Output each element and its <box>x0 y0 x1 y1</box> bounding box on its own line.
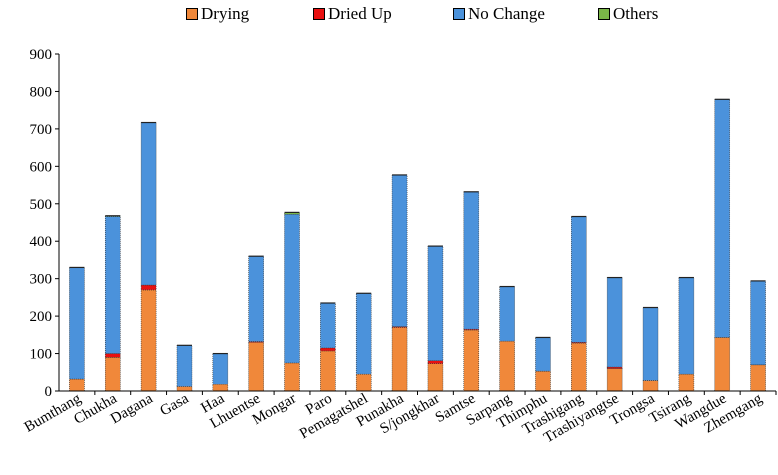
bar-segment-thimphu-drying <box>535 370 551 392</box>
bar-segment-samtse-drying <box>463 329 480 392</box>
bar-segment-trashiyangtse-dried-up <box>606 366 623 369</box>
bar-segment-pemagatshel-drying <box>355 373 372 392</box>
bar-segment-trashigang-no-change <box>571 216 587 343</box>
y-axis: 0 100 200 300 400 500 600 700 800 900 <box>30 47 60 400</box>
bar-segment-lhuentse-drying <box>248 342 264 392</box>
bar-segment-wangdue-drying <box>714 337 731 392</box>
bars-group <box>69 98 766 392</box>
bar-segment-punakha-no-change <box>391 174 408 327</box>
bar-segment-sarpang-drying <box>499 340 515 392</box>
legend-swatch-others <box>598 8 610 20</box>
bar-segment-lhuentse-dried-up <box>248 341 264 343</box>
bar-segment-dagana-no-change <box>140 122 157 286</box>
legend-item-drying[interactable]: Drying <box>186 4 249 24</box>
bar-segment-tsirang-no-change <box>678 277 695 375</box>
bar-segment-sarpang-no-change <box>499 286 515 342</box>
y-tick-label: 200 <box>30 309 53 325</box>
bar-segment-tsirang-drying <box>678 373 695 392</box>
bar-segment-chukha-no-change <box>104 215 121 354</box>
bar-segment-gasa-drying <box>176 386 193 392</box>
bar-segment-lhuentse-no-change <box>248 255 264 342</box>
y-tick-label: 0 <box>45 384 53 400</box>
y-tick-label: 900 <box>30 47 53 63</box>
legend-swatch-drying <box>186 8 198 20</box>
bar-segment-haa-drying <box>212 383 229 392</box>
bar-segment-samtse-no-change <box>463 191 480 330</box>
bar-segment-trashigang-dried-up <box>571 342 587 344</box>
legend-swatch-no-change <box>453 8 465 20</box>
x-tick-label-dagana: Dagana <box>108 390 156 427</box>
y-tick-label: 300 <box>30 272 53 288</box>
chart-legend: Drying Dried Up No Change Others <box>0 4 778 24</box>
bar-segment-samtse-dried-up <box>463 328 480 331</box>
bar-segment-wangdue-no-change <box>714 99 731 338</box>
y-tick-label: 400 <box>30 234 53 250</box>
legend-item-others[interactable]: Others <box>598 4 658 24</box>
bar-segment-punakha-dried-up <box>391 326 408 328</box>
legend-label-no-change: No Change <box>468 4 545 23</box>
bar-segment-thimphu-no-change <box>535 337 551 372</box>
bar-segment-s-jongkhar-dried-up <box>427 360 444 364</box>
bar-segment-mongar-others <box>284 212 300 215</box>
y-tick-label: 600 <box>30 159 53 175</box>
legend-label-others: Others <box>613 4 659 23</box>
y-tick-label: 800 <box>30 84 53 100</box>
y-tick-label: 500 <box>30 197 53 213</box>
x-tick-label-gasa: Gasa <box>157 390 191 419</box>
bar-segment-paro-no-change <box>320 302 336 349</box>
bar-segment-haa-no-change <box>212 353 229 385</box>
bar-segment-s-jongkhar-drying <box>427 363 444 392</box>
bar-segment-chukha-drying <box>104 356 121 392</box>
bar-segment-dagana-dried-up <box>140 284 157 291</box>
bar-segment-s-jongkhar-no-change <box>427 245 444 361</box>
legend-item-dried-up[interactable]: Dried Up <box>313 4 392 24</box>
bar-segment-trongsa-no-change <box>642 307 659 381</box>
bar-segment-trongsa-drying <box>642 380 659 392</box>
bar-segment-pemagatshel-no-change <box>355 292 372 375</box>
bar-segment-paro-drying <box>320 350 336 392</box>
y-tick-label: 100 <box>30 347 53 363</box>
bar-segment-bumthang-drying <box>69 378 85 392</box>
bar-segment-zhemgang-drying <box>750 364 766 392</box>
bar-segment-mongar-no-change <box>284 213 300 364</box>
bar-segment-mongar-drying <box>284 362 300 392</box>
legend-item-no-change[interactable]: No Change <box>453 4 545 24</box>
legend-swatch-dried-up <box>313 8 325 20</box>
bar-segment-punakha-drying <box>391 327 408 392</box>
bar-segment-chukha-dried-up <box>104 353 121 358</box>
bar-segment-trashigang-drying <box>571 342 587 392</box>
legend-label-drying: Drying <box>201 4 250 23</box>
bar-segment-gasa-no-change <box>176 345 193 387</box>
bar-segment-bumthang-no-change <box>69 267 85 380</box>
y-tick-label: 700 <box>30 122 53 138</box>
bar-segment-dagana-drying <box>140 289 157 392</box>
bar-segment-trashiyangtse-no-change <box>606 277 623 368</box>
bar-segment-zhemgang-no-change <box>750 280 766 366</box>
bar-segment-trashiyangtse-drying <box>606 368 623 392</box>
bar-segment-paro-dried-up <box>320 347 336 352</box>
legend-label-dried-up: Dried Up <box>328 4 392 23</box>
